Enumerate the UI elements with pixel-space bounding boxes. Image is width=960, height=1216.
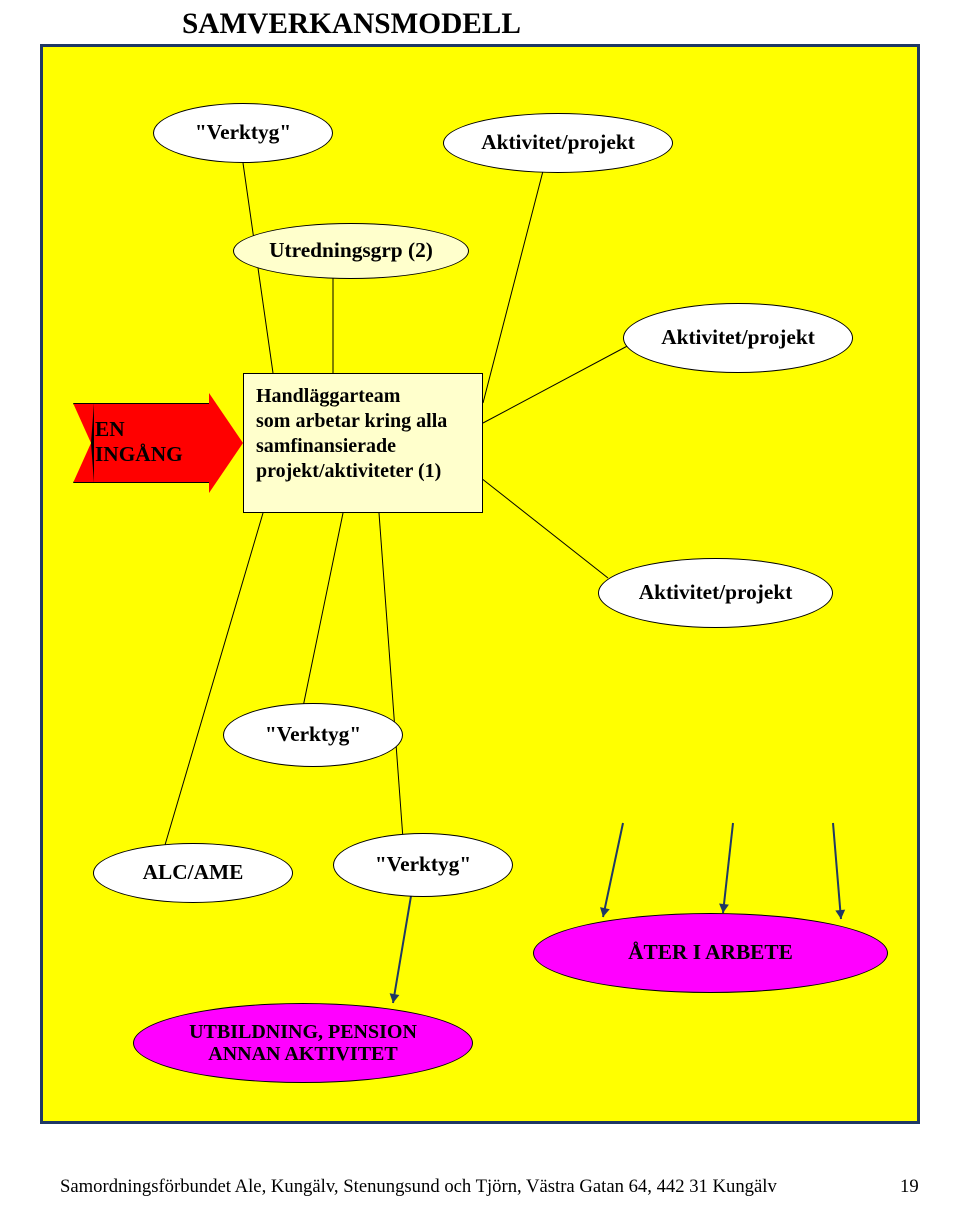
page-title: SAMVERKANSMODELL (182, 8, 521, 41)
node-ater_i_arbete: ÅTER I ARBETE (533, 913, 888, 993)
page: SAMVERKANSMODELL ENINGÅNG "Verktyg" Aktiv… (0, 0, 960, 1216)
node-line: Handläggarteam (256, 384, 470, 409)
node-verktyg_bottom: "Verktyg" (333, 833, 513, 897)
node-line: samfinansierade (256, 434, 470, 459)
page-number: 19 (900, 1176, 919, 1198)
node-aktivitet_top: Aktivitet/projekt (443, 113, 673, 173)
node-aktivitet_mid: Aktivitet/projekt (598, 558, 833, 628)
en-ingang-arrow-notch (73, 403, 94, 483)
footer-text: Samordningsförbundet Ale, Kungälv, Stenu… (60, 1176, 777, 1198)
node-line: ANNAN AKTIVITET (208, 1043, 397, 1065)
node-alc_ame: ALC/AME (93, 843, 293, 903)
node-utredningsgrp: Utredningsgrp (2) (233, 223, 469, 279)
node-line: som arbetar kring alla (256, 409, 470, 434)
node-verktyg_mid: "Verktyg" (223, 703, 403, 767)
en-ingang-arrow-head (209, 393, 246, 493)
diagram-canvas: ENINGÅNG "Verktyg" Aktivitet/projekt Utred… (40, 44, 920, 1124)
node-handlaggarteam: Handläggarteamsom arbetar kring allasamf… (243, 373, 483, 513)
node-aktivitet_right: Aktivitet/projekt (623, 303, 853, 373)
en-ingang-label: ENINGÅNG (95, 417, 183, 466)
node-line: UTBILDNING, PENSION (189, 1021, 417, 1043)
node-verktyg_top: "Verktyg" (153, 103, 333, 163)
node-utbildning: UTBILDNING, PENSIONANNAN AKTIVITET (133, 1003, 473, 1083)
node-line: projekt/aktiviteter (1) (256, 459, 470, 484)
